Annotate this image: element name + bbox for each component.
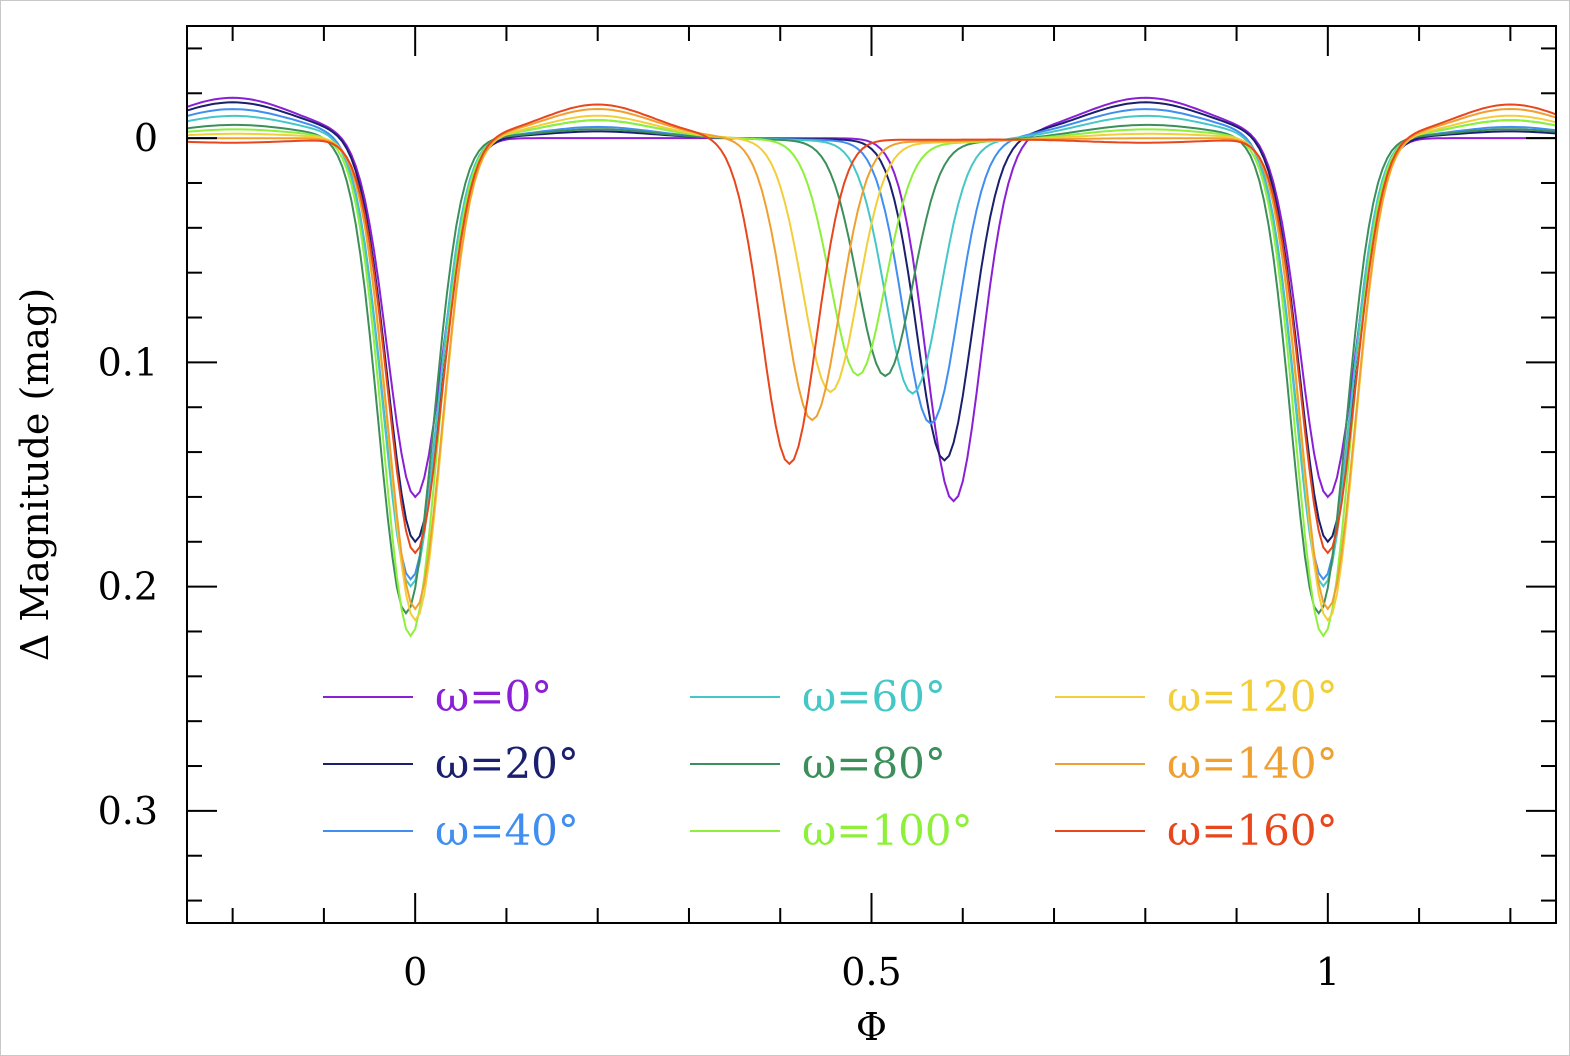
x-tick-label: 0.5 (841, 950, 901, 994)
series-line (187, 114, 1556, 622)
series-line (187, 103, 1556, 555)
legend-item: ω=120° (1055, 672, 1338, 721)
ticks-layer (187, 26, 1556, 923)
x-tick-label: 1 (1316, 950, 1340, 994)
legend-item: ω=40° (323, 806, 579, 855)
legend-item: ω=0° (323, 672, 552, 721)
legend-item: ω=80° (690, 739, 946, 788)
x-tick-label: 0 (403, 950, 427, 994)
legend-label: ω=20° (435, 739, 579, 788)
legend: ω=0° ω=20° ω=40° ω=60° ω=80° ω=100° ω=120° ω=14… (323, 672, 1338, 855)
x-axis-title: Φ (856, 1005, 887, 1049)
y-tick-label: 0.1 (98, 340, 158, 384)
legend-item: ω=160° (1055, 806, 1338, 855)
y-axis-title: Δ Magnitude (mag) (13, 288, 57, 661)
legend-label: ω=160° (1167, 806, 1338, 855)
legend-label: ω=40° (435, 806, 579, 855)
series-line (187, 101, 1556, 544)
y-tick-label: 0.2 (98, 565, 158, 609)
legend-label: ω=0° (435, 672, 552, 721)
tick-labels: 0 0.5 1 0 0.1 0.2 0.3 (98, 116, 1340, 994)
series-layer (187, 96, 1556, 638)
legend-label: ω=120° (1167, 672, 1338, 721)
y-tick-label: 0.3 (98, 789, 158, 833)
legend-label: ω=140° (1167, 739, 1338, 788)
legend-item: ω=60° (690, 672, 946, 721)
series-line (187, 119, 1556, 638)
legend-label: ω=80° (802, 739, 946, 788)
series-line (187, 107, 1556, 611)
legend-label: ω=60° (802, 672, 946, 721)
legend-label: ω=100° (802, 806, 973, 855)
legend-item: ω=140° (1055, 739, 1338, 788)
legend-item: ω=20° (323, 739, 579, 788)
y-tick-label: 0 (134, 116, 158, 160)
legend-item: ω=100° (690, 806, 973, 855)
